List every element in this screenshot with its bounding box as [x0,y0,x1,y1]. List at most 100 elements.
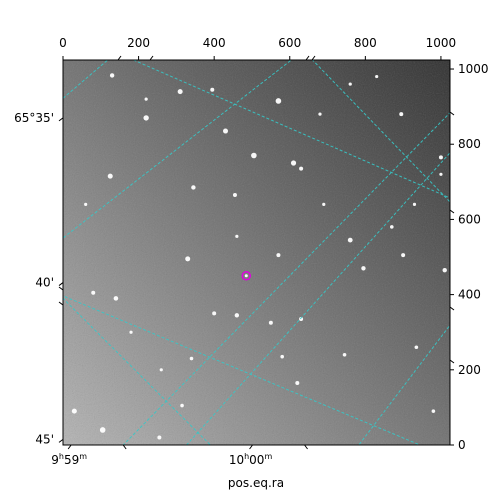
star-25 [299,317,304,322]
star-10 [191,185,196,190]
x-axis-title: pos.eq.ra [228,476,284,490]
ra-tick-label-0: 9h59m [51,452,87,467]
ra-tick-label-part: 00 [249,453,264,467]
star-45 [318,112,322,116]
star-7 [290,160,297,166]
star-16 [401,253,406,258]
plot-frame [62,59,451,446]
right-tick-label-1: 200 [458,363,481,377]
top-tick-label-4: 800 [354,36,377,50]
star-21 [91,290,96,295]
star-29 [71,408,77,414]
right-tick-label-0: 0 [458,438,466,452]
star-41 [348,82,352,86]
star-15 [361,266,366,271]
star-18 [438,155,443,160]
star-8 [299,166,304,171]
ra-tick-label-part: 59 [64,453,79,467]
star-22 [212,311,217,316]
marker-ring [241,271,252,281]
ra-tick-label-part: h [244,452,249,461]
star-9 [107,173,113,179]
star-34 [414,345,419,350]
top-tick-label-2: 400 [203,36,226,50]
star-23 [234,313,240,318]
star-28 [295,380,300,385]
right-tick-label-5: 1000 [458,62,489,76]
grid-line-7 [358,324,450,445]
grid-line-3 [311,60,450,203]
right-tick-label-2: 400 [458,288,481,302]
top-tick-label-0: 0 [59,36,67,50]
star-19 [399,112,404,117]
right-wcs-tick-2 [449,306,455,311]
marker-center [244,274,248,278]
star-32 [180,403,184,408]
star-13 [185,256,191,262]
coordinate-grid [63,60,450,445]
dec-axis: 65°35' 40' 45' [14,111,64,446]
dec-wcs-tick-1 [58,286,64,291]
plot-area [62,59,451,446]
top-tick-label-3: 600 [278,36,301,50]
star-39 [129,330,133,334]
star-46 [144,97,148,101]
dec-tick-mark-0 [58,117,64,122]
ra-tick-label-part: m [79,452,87,461]
top-tick-label-1: 200 [127,36,150,50]
star-12 [347,237,353,243]
sky-noise-light [63,60,450,445]
star-40 [235,234,239,238]
star-1 [177,89,183,95]
grid-line-1 [132,60,450,199]
star-35 [431,409,436,413]
grid-line-2 [63,60,293,239]
star-4 [143,115,149,121]
right-tick-label-4: 800 [458,137,481,151]
star-17 [442,267,447,273]
top-wcs-tick-3 [311,55,316,61]
dec-tick-label-1: 40' [35,276,54,290]
right-pixel-axis: 0 200 400 600 800 1000 [449,62,489,452]
ra-axis: 9h59m 10h00m [51,444,308,467]
top-wcs-tick-1 [149,55,154,61]
star-43 [84,202,88,206]
target-marker [241,271,252,281]
star-31 [157,435,162,440]
star-38 [159,368,163,372]
star-26 [189,356,194,361]
top-pixel-axis: 0 200 400 600 800 1000 [59,36,457,61]
ra-tick-mark-b-0 [122,444,127,450]
top-wcs-tick-0 [117,55,122,61]
ra-tick-mark-a-0 [67,444,72,450]
grid-line-4 [63,295,422,445]
star-47 [412,202,417,206]
star-33 [342,352,347,357]
star-14 [276,253,281,258]
star-37 [322,202,326,206]
right-tick-label-3: 600 [458,212,481,226]
dec-wcs-tick-0 [58,301,64,306]
dec-tick-label-0: 65°35' [14,111,54,125]
star-27 [280,354,284,359]
ra-tick-mark-a-1 [249,444,253,450]
ra-tick-mark-b-1 [304,444,308,450]
star-30 [99,427,106,433]
ra-tick-label-part: 9 [51,453,59,467]
dec-tick-label-2: 45' [35,432,54,446]
top-wcs-tick-2 [305,55,310,61]
stars-layer [71,73,447,440]
star-42 [375,74,379,79]
right-wcs-tick-1 [449,209,455,214]
right-wcs-tick-0 [449,111,455,116]
top-tick-label-5: 1000 [426,36,457,50]
star-5 [223,128,229,134]
grid-line-8 [63,297,212,445]
star-6 [251,152,257,159]
star-24 [268,320,273,325]
right-wcs-tick-3 [449,359,455,364]
ra-tick-label-part: m [264,452,272,461]
star-20 [113,296,119,301]
dec-tick-mark-2 [58,438,64,443]
star-44 [439,172,443,176]
